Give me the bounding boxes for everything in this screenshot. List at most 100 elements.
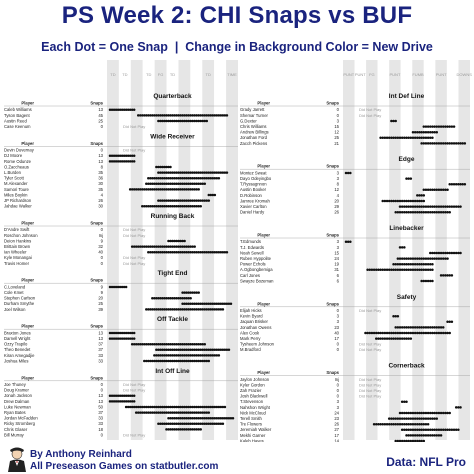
player-snap-count: 13 <box>98 107 103 112</box>
snap-dot <box>116 285 120 289</box>
snap-dot <box>211 308 215 311</box>
snap-dot <box>110 337 114 340</box>
snap-dot <box>143 405 146 409</box>
player-name: Durham Smythe <box>4 301 35 306</box>
snap-dot <box>400 257 404 260</box>
snap-dot <box>435 142 438 145</box>
snap-dot <box>193 302 196 306</box>
snap-dot <box>171 182 174 186</box>
snap-dot <box>197 204 200 208</box>
snap-dot <box>444 142 447 145</box>
snap-dot <box>394 262 397 266</box>
snap-dot <box>439 411 443 415</box>
snap-dot <box>147 405 150 409</box>
snap-dot <box>203 405 207 409</box>
snap-dot <box>437 125 441 128</box>
position-group-title: Safety <box>397 294 417 301</box>
snap-dot <box>120 108 124 112</box>
snap-dot <box>181 250 184 254</box>
snap-dot <box>435 417 438 420</box>
snap-dot <box>418 428 421 432</box>
snap-dot <box>426 142 430 145</box>
snap-dot <box>171 119 174 123</box>
snap-dot <box>383 422 387 426</box>
snap-dot <box>185 176 188 180</box>
snap-dot <box>147 308 150 311</box>
drive-band <box>166 60 179 440</box>
snap-dot <box>215 422 219 426</box>
snap-dot <box>416 326 419 329</box>
snap-dot <box>141 204 144 208</box>
snap-dot <box>429 411 432 415</box>
snap-dot <box>128 108 132 112</box>
snap-dot <box>203 342 207 346</box>
snap-dot <box>227 348 231 352</box>
snap-dot <box>167 342 170 346</box>
snap-dot <box>429 434 432 437</box>
snap-dot <box>409 422 413 426</box>
snap-dot <box>227 302 231 306</box>
snap-dot <box>191 411 194 414</box>
snap-dot <box>413 411 417 415</box>
snap-dot <box>435 205 438 208</box>
snap-dot <box>173 250 176 254</box>
player-name: Caleb Williams <box>4 107 32 112</box>
snap-dot <box>193 114 196 117</box>
snap-dot <box>426 422 430 426</box>
snap-dot <box>444 274 447 277</box>
snap-dot <box>221 250 225 254</box>
player-name: Cole Kmet <box>4 290 24 295</box>
snap-dot <box>173 182 176 186</box>
snap-dot <box>177 354 180 357</box>
snap-dot <box>169 119 172 123</box>
snap-dot <box>175 250 178 254</box>
snap-dot <box>108 154 112 158</box>
snap-dot <box>181 411 184 414</box>
snap-dot <box>379 136 382 140</box>
snap-dot <box>116 400 120 403</box>
snap-dot <box>459 142 462 145</box>
snap-dot <box>209 171 213 174</box>
snap-dot <box>145 359 148 363</box>
snap-dot <box>187 416 190 420</box>
snap-dot <box>424 411 428 415</box>
snap-dot <box>177 171 180 174</box>
snap-dot <box>416 422 419 426</box>
snap-dot <box>199 428 202 431</box>
snap-dot <box>205 199 209 202</box>
snap-dot <box>433 331 436 335</box>
snap-dot <box>201 416 204 420</box>
snap-dot <box>375 422 378 426</box>
snap-dot <box>413 199 417 203</box>
snap-dot <box>195 199 198 202</box>
snap-dot <box>157 342 160 346</box>
snap-dot <box>396 257 400 260</box>
snap-dot <box>403 428 406 432</box>
snap-dot <box>398 439 402 442</box>
snap-dot <box>429 268 432 272</box>
snap-dot <box>215 171 219 174</box>
snap-dot <box>459 182 462 186</box>
snap-dot <box>165 114 168 117</box>
snap-dot <box>433 411 436 415</box>
snap-dot <box>141 405 144 409</box>
snap-dot <box>197 171 200 174</box>
snap-dot <box>195 416 198 420</box>
snap-dot <box>147 411 150 414</box>
snap-dot <box>426 188 430 192</box>
snap-dot <box>420 199 423 203</box>
player-name: Zacch Pickens <box>240 141 267 146</box>
snap-dot <box>161 182 164 186</box>
snap-dot <box>110 394 114 398</box>
snap-dot <box>191 245 194 248</box>
snap-dot <box>439 434 443 437</box>
player-snap-count: 8 <box>337 182 340 187</box>
snap-dot <box>118 331 122 335</box>
snap-dot <box>169 428 172 431</box>
player-snap-count: 0 <box>101 124 104 129</box>
player-snap-count: 25 <box>98 118 103 123</box>
snap-dot <box>159 359 162 363</box>
snap-dot <box>169 342 172 346</box>
snap-dot <box>424 268 428 272</box>
snap-dot <box>159 182 162 186</box>
